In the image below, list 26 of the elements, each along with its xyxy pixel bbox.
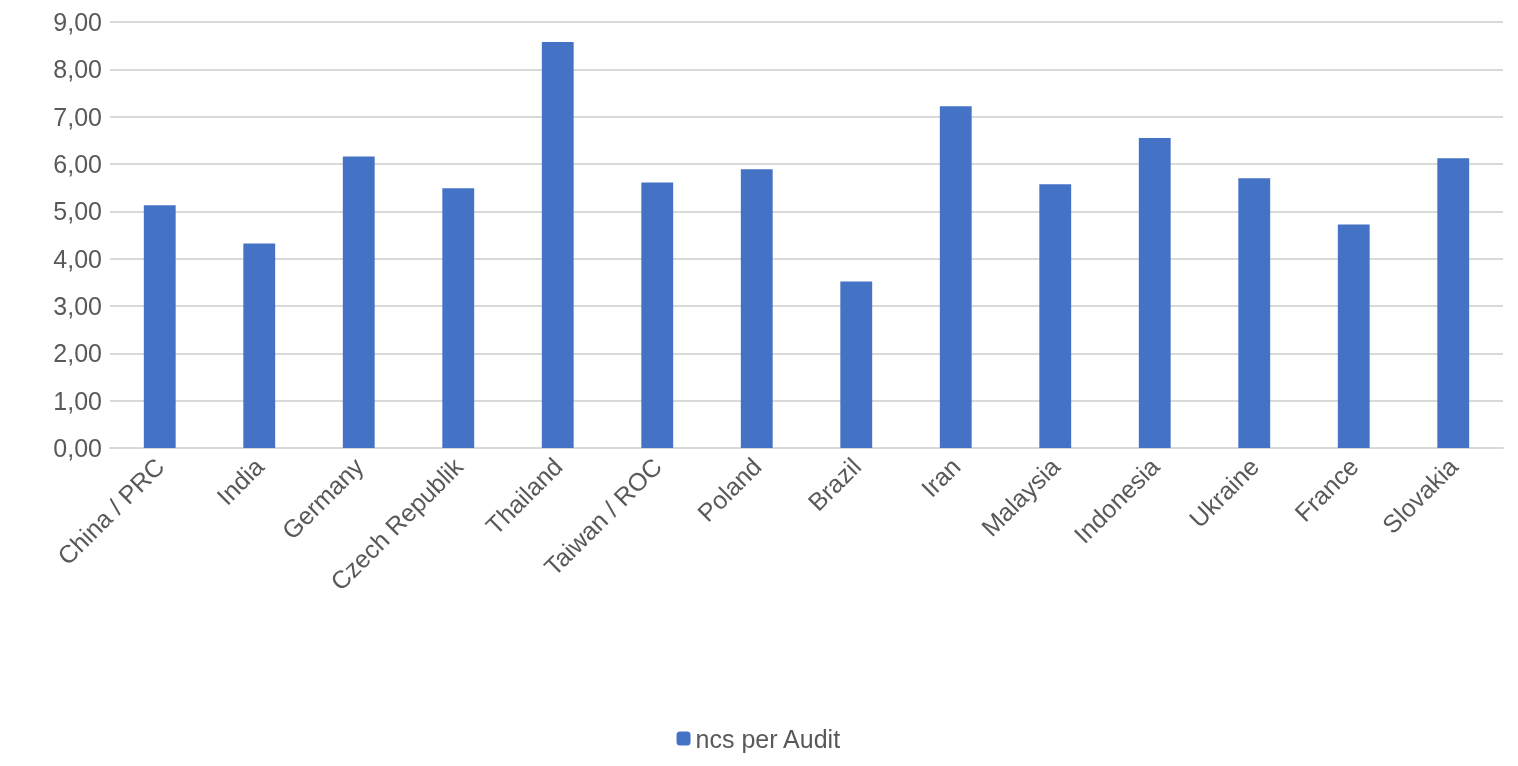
bar (1238, 178, 1271, 448)
y-tick-label: 8,00 (53, 55, 102, 84)
y-tick-label: 5,00 (53, 197, 102, 226)
x-tick-label: Iran (915, 452, 966, 503)
bar (342, 156, 375, 448)
y-tick-label: 6,00 (53, 150, 102, 178)
y-tick-label: 4,00 (53, 244, 102, 273)
y-tick-label: 3,00 (53, 292, 102, 320)
bar (641, 182, 674, 448)
bar (1437, 158, 1470, 448)
y-tick-label: 1,00 (53, 386, 102, 415)
bar (740, 169, 773, 448)
y-tick-label: 7,00 (53, 102, 102, 131)
bar (1039, 184, 1072, 448)
y-tick-label: 9,00 (53, 8, 102, 36)
bar (143, 205, 176, 448)
bar (541, 41, 574, 448)
bar (1138, 137, 1171, 448)
bar (840, 281, 873, 448)
bar (939, 106, 972, 448)
y-tick-label: 0,00 (53, 434, 102, 462)
bar (1337, 224, 1370, 448)
legend-label: ncs per Audit (695, 724, 841, 753)
bar (442, 188, 475, 448)
bar (243, 243, 276, 448)
y-tick-label: 2,00 (53, 339, 102, 368)
